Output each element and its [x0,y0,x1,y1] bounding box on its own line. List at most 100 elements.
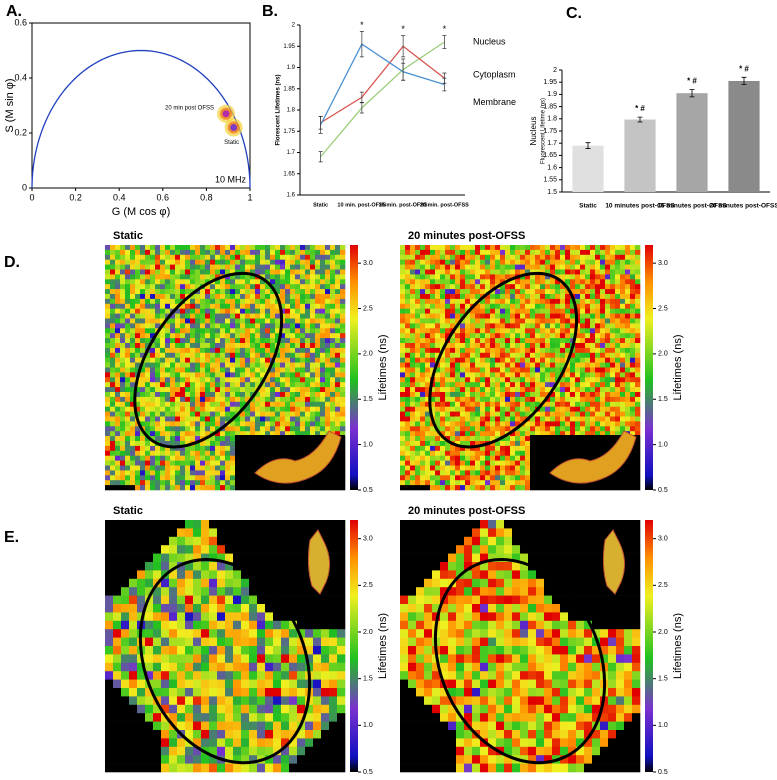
heatmap-cell [635,323,641,329]
heatmap-cell [310,284,316,290]
error-bar [442,35,447,49]
heatmap-cell [420,249,426,256]
heatmap-cell [315,426,321,432]
heatmap-cell [260,328,266,334]
heatmap-cell [630,396,636,403]
heatmap-cell [140,480,146,486]
heatmap-cell [155,333,161,339]
heatmap-cell [500,347,506,354]
heatmap-cell [420,445,426,452]
heatmap-cell [410,387,416,393]
heatmap-cell [105,396,111,403]
heatmap-cell [190,460,196,466]
heatmap-cell [110,269,116,275]
heatmap-cell [500,485,506,491]
heatmap-cell [270,387,276,393]
heatmap-cell [110,352,116,358]
heatmap-cell [295,318,301,324]
heatmap-cell [200,333,206,339]
heatmap-cell [150,362,156,368]
heatmap-cell [445,480,451,486]
significance: * # [635,104,645,113]
heatmap-cell [170,259,176,265]
heatmap-cell [289,520,298,529]
heatmap-cell [485,362,491,368]
heatmap-cell [135,441,141,447]
heatmap-cell [250,303,256,309]
heatmap-cell [340,352,346,358]
heatmap-cell [135,269,141,275]
heatmap-cell [290,338,296,344]
heatmap-cell [535,357,541,363]
heatmap-cell [560,269,566,275]
heatmap-cell [495,279,501,285]
heatmap-cell [495,323,501,329]
heatmap-cell [200,401,206,407]
heatmap-cell [270,421,276,427]
heatmap-cell [475,362,481,368]
heatmap-cell [161,520,170,529]
heatmap-cell [420,289,426,295]
heatmap-cell [105,367,111,373]
heatmap-cell [150,416,156,422]
heatmap-cell [335,284,341,290]
heatmap-cell [415,362,421,368]
heatmap-cell [150,279,156,285]
heatmap-cell [445,323,451,329]
heatmap-cell [225,352,231,358]
heatmap-cell [160,249,166,256]
heatmap-cell [210,298,216,305]
heatmap-cell [480,323,486,329]
heatmap-cell [400,455,406,461]
heatmap-cell [140,465,146,471]
panel-label: C. [566,5,582,22]
heatmap-cell [520,455,526,461]
heatmap-cell [320,387,326,393]
heatmap-cell [495,343,501,349]
heatmap-cell [140,431,146,437]
heatmap-cell [120,338,126,344]
heatmap-cell [185,460,191,466]
heatmap-cell [310,294,316,300]
heatmap-cell [495,455,501,461]
heatmap-cell [480,416,486,422]
heatmap-cell [620,357,626,363]
heatmap-cell [210,269,216,275]
heatmap-cell [215,245,221,251]
heatmap-cell [505,470,511,476]
heatmap-cell [195,387,201,393]
heatmap-cell [535,382,541,388]
heatmap-cell [495,485,501,491]
heatmap-cell [435,367,441,373]
heatmap-cell [320,431,326,437]
heatmap-cell [505,298,511,305]
heatmap-cell [275,338,281,344]
heatmap-cell [200,431,206,437]
heatmap-cell [525,436,531,442]
heatmap-cell [330,274,336,280]
heatmap-cell [560,377,566,383]
heatmap-cell [135,455,141,461]
heatmap-cell [300,401,306,407]
heatmap-cell [180,401,186,407]
heatmap-cell [195,343,201,349]
heatmap-cell [605,387,611,393]
heatmap-cell [450,470,456,476]
heatmap-cell [575,411,581,417]
heatmap-cell [275,264,281,270]
heatmap-cell [555,426,561,432]
heatmap-cell [295,382,301,388]
heatmap-cell [290,362,296,368]
heatmap-cell [400,401,406,407]
heatmap-cell [410,396,416,403]
heatmap-cell [435,308,441,314]
heatmap-cell [330,372,336,378]
heatmap-cell [510,436,516,442]
heatmap-cell [600,367,606,373]
heatmap-cell [530,308,536,314]
heatmap-cell [490,347,496,354]
heatmap-cell [235,367,241,373]
heatmap-cell [200,289,206,295]
heatmap-cell [205,254,211,260]
heatmap-cell [130,323,136,329]
